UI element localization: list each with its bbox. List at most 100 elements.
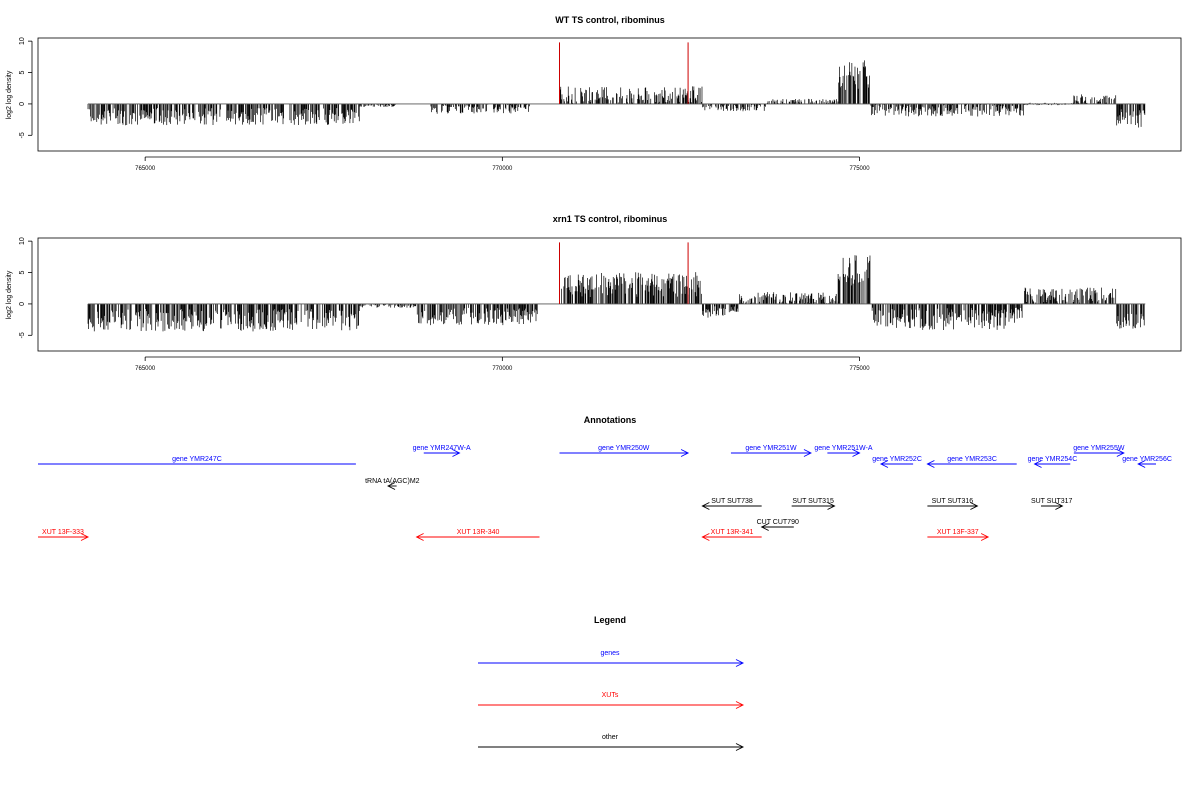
x-tick-label: 765000 [135,366,156,372]
annotation-feature: SUT SUT315 [791,498,836,510]
xrn1-panel-title: xrn1 TS control, ribominus [553,214,668,224]
annotation-label: CUT CUT790 [757,519,799,526]
annotation-feature: gene YMR253C [926,456,1017,468]
annotation-arrowhead [926,460,935,468]
annotation-label: gene YMR251W-A [814,445,872,452]
legend: Legend genes XUTs other [478,615,745,751]
wt-plot-frame [37,37,1182,152]
annotation-label: gene YMR254C [1028,456,1078,463]
legend-label: genes [600,650,620,657]
x-tick-label: 775000 [850,366,871,372]
annotation-feature: XUT 13F-333 [38,529,90,541]
annotation-feature: gene YMR250W [559,445,690,457]
legend-entries: genes XUTs other [478,650,745,751]
legend-entry: genes [478,650,745,667]
annotation-label: SUT SUT317 [1031,498,1073,505]
annotation-label: gene YMR250W [598,445,650,452]
annotation-feature: gene YMR252C [872,456,922,468]
annotation-feature: XUT 13F-337 [927,529,990,541]
y-tick-label: 5 [19,270,26,274]
xrn1-panel-ylabel: log2 log density [6,270,13,319]
annotation-label: gene YMR252C [872,456,922,463]
wt-coverage-bars [87,42,1146,128]
annotation-arrowhead [1033,460,1042,468]
annotation-feature: gene YMR254C [1028,456,1078,468]
annotation-arrowhead [452,449,461,457]
annotation-label: gene YMR255W [1073,445,1125,452]
annotation-label: SUT SUT738 [711,498,753,505]
annotation-arrowhead [879,460,889,468]
annotation-label: gene YMR253C [947,456,997,463]
annotation-label: SUT SUT316 [932,498,974,505]
annotation-arrowhead [701,533,710,541]
wt-coverage-panel: WT TS control, ribominus log2 log densit… [6,15,1182,172]
annotation-feature: gene YMR256C [1122,456,1172,468]
annotation-arrowhead [1137,460,1146,468]
y-tick-label: -5 [19,132,26,138]
y-tick-label: -5 [19,332,26,338]
x-tick-label: 770000 [492,166,513,172]
annotation-feature: XUT 13R-341 [701,529,762,541]
annotation-feature: CUT CUT790 [757,519,799,531]
annotation-arrowhead [980,533,990,541]
annotation-arrowhead [1055,502,1064,510]
annotation-label: tRNA tA(AGC)M2 [365,478,420,485]
xrn1-x-axis: 765000 770000 775000 [135,356,871,372]
legend-label: other [602,734,619,741]
xrn1-coverage-panel: xrn1 TS control, ribominus log2 log dens… [6,214,1182,372]
wt-x-axis: 765000 770000 775000 [135,156,871,172]
annotation-feature: SUT SUT738 [701,498,762,510]
wt-panel-ylabel: log2 log density [6,70,13,119]
annotation-arrowhead [803,449,812,457]
annotation-label: gene YMR247C [172,456,222,463]
xrn1-plot-frame [37,237,1182,352]
annotation-arrowhead [760,523,769,531]
legend-arrowhead [735,743,745,751]
x-tick-label: 775000 [850,166,871,172]
y-tick-label: 0 [19,102,26,106]
annotation-feature: tRNA tA(AGC)M2 [365,478,420,490]
annotation-label: XUT 13F-333 [42,529,84,536]
annotation-arrowhead [415,533,424,541]
annotation-feature: gene YMR247C [38,456,356,465]
annotation-feature: gene YMR247W-A [413,445,471,457]
annotation-label: XUT 13R-341 [711,529,754,536]
annotation-arrowhead [80,533,90,541]
legend-arrowhead [735,701,745,709]
annotation-arrowhead [701,502,710,510]
annotation-feature: SUT SUT316 [927,498,979,510]
annotation-arrowhead [970,502,979,510]
annotation-label: gene YMR247W-A [413,445,471,452]
xrn1-coverage-bars [87,242,1146,332]
annotation-label: XUT 13F-337 [937,529,979,536]
annotation-arrowhead [852,449,861,457]
y-tick-label: 10 [19,237,26,245]
annotation-feature: gene YMR251W [730,445,812,457]
annotation-label: SUT SUT315 [792,498,834,505]
legend-entry: XUTs [478,692,745,709]
annotations-title: Annotations [584,415,637,425]
annotation-feature: SUT SUT317 [1031,498,1073,510]
annotation-label: XUT 13R-340 [457,529,500,536]
annotation-arrowhead [680,449,690,457]
legend-entry: other [478,734,745,751]
xrn1-y-axis: -5 0 5 10 [19,237,33,338]
legend-title: Legend [594,615,626,625]
wt-panel-title: WT TS control, ribominus [555,15,665,25]
y-tick-label: 10 [19,37,26,45]
annotation-arrowhead [827,502,836,510]
annotation-label: gene YMR251W [745,445,797,452]
y-tick-label: 0 [19,302,26,306]
legend-label: XUTs [602,692,619,699]
annotation-arrowhead [387,482,396,490]
annotation-arrowhead [1116,449,1125,457]
x-tick-label: 770000 [492,366,513,372]
annotation-features: gene YMR247C gene YMR247W-A gene YMR250W ge… [38,445,1172,541]
wt-y-axis: -5 0 5 10 [19,37,33,138]
x-tick-label: 765000 [135,166,156,172]
annotation-label: gene YMR256C [1122,456,1172,463]
annotation-feature: gene YMR251W-A [814,445,873,457]
y-tick-label: 5 [19,70,26,74]
